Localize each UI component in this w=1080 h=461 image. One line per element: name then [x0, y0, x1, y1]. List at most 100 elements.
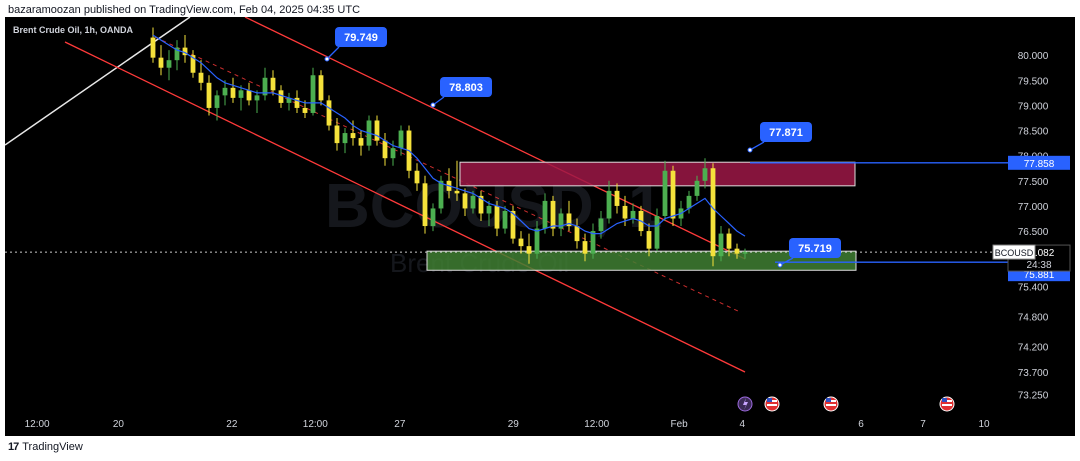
- y-tick-label: 80.000: [1018, 51, 1049, 62]
- upper-white-trendline: [5, 17, 191, 146]
- candle: [254, 90, 260, 113]
- candle: [334, 117, 340, 151]
- callout-pointer: [326, 46, 340, 60]
- symbol-tag-bg: [992, 244, 1036, 260]
- candle-body: [294, 97, 300, 108]
- candle-body: [190, 55, 196, 73]
- moving-average-line: [152, 34, 746, 237]
- candle: [182, 35, 188, 63]
- us-flag-icon[interactable]: [823, 396, 839, 412]
- candle: [382, 133, 388, 166]
- us-flag-icon[interactable]: [939, 396, 955, 412]
- candle-body: [566, 213, 572, 227]
- support-price-tag-text: 75.881: [1024, 270, 1055, 281]
- publisher-header: bazaramoozan published on TradingView.co…: [8, 4, 361, 16]
- callout-anchor: [430, 102, 436, 108]
- flag-stripe: [942, 404, 952, 406]
- candle-body: [334, 125, 340, 144]
- candle: [166, 50, 172, 81]
- candle-body: [686, 195, 692, 209]
- candle-body: [262, 77, 268, 96]
- us-flag-icon[interactable]: [764, 396, 780, 412]
- countdown-label: 24:38: [1026, 260, 1051, 271]
- support-zone: [426, 250, 857, 271]
- candle-body: [478, 195, 484, 214]
- candle-body: [254, 95, 260, 101]
- candle-body: [182, 47, 188, 56]
- candle-body: [630, 210, 636, 219]
- candle-body: [470, 195, 476, 209]
- footer-brand: TradingView: [22, 441, 83, 453]
- candle: [438, 175, 444, 214]
- candle-body: [598, 218, 604, 232]
- candle-body: [542, 200, 548, 229]
- tradingview-logo-icon: 17: [8, 441, 19, 453]
- y-tick-label: 77.500: [1018, 177, 1049, 188]
- candle-body: [526, 246, 532, 254]
- candle: [718, 226, 724, 262]
- price-callout: 79.749: [324, 27, 387, 62]
- callout-anchor: [324, 56, 330, 62]
- candle: [566, 200, 572, 232]
- candle-body: [646, 231, 652, 249]
- candle-body: [502, 210, 508, 229]
- candle-body: [582, 241, 588, 254]
- x-tick-label: 22: [226, 419, 238, 430]
- candle-body: [734, 248, 740, 254]
- candle-body: [150, 37, 156, 58]
- callout-box: [335, 27, 387, 47]
- candle-body: [302, 107, 308, 113]
- candle-body: [390, 148, 396, 159]
- x-tick-label: 6: [858, 419, 864, 430]
- candle-body: [166, 60, 172, 68]
- x-tick-label: Feb: [670, 419, 688, 430]
- candle: [742, 248, 748, 259]
- resistance-price-tag-bg: [1008, 155, 1070, 170]
- x-tick-label: 4: [739, 419, 745, 430]
- candle-body: [654, 215, 660, 249]
- candle: [462, 188, 468, 216]
- y-tick-label: 73.250: [1018, 390, 1049, 401]
- candle-body: [286, 97, 292, 103]
- candle-body: [486, 205, 492, 214]
- lightning-bolt: [743, 398, 748, 410]
- price-callout: 78.803: [430, 77, 492, 108]
- price-callout: 77.871: [747, 122, 812, 153]
- x-tick-label: 20: [113, 419, 125, 430]
- candle-body: [534, 228, 540, 254]
- lightning-icon[interactable]: [737, 396, 753, 412]
- candle-body: [662, 170, 668, 216]
- candle-body: [326, 100, 332, 126]
- y-tick-label: 73.700: [1018, 368, 1049, 379]
- candle: [286, 92, 292, 111]
- callout-label: 75.719: [798, 243, 832, 255]
- candle: [478, 190, 484, 222]
- callout-box: [789, 238, 841, 258]
- candle-body: [318, 75, 324, 101]
- candle: [198, 60, 204, 91]
- callout-box: [440, 77, 492, 97]
- x-tick-label: 27: [394, 419, 406, 430]
- candle-body: [574, 226, 580, 242]
- candle-body: [558, 213, 564, 229]
- candle-body: [518, 238, 524, 247]
- callout-box: [760, 122, 812, 142]
- candle: [654, 208, 660, 252]
- candle: [686, 190, 692, 214]
- y-tick-label: 77.000: [1018, 202, 1049, 213]
- x-tick-label: 12:00: [25, 419, 50, 430]
- y-axis: 80.00079.50079.00078.50078.00077.50077.0…: [1018, 51, 1049, 401]
- x-tick-label: 12:00: [584, 419, 609, 430]
- flag-stripe: [767, 404, 777, 406]
- candle: [294, 90, 300, 113]
- candle: [158, 45, 164, 76]
- candle: [398, 125, 404, 156]
- candle-body: [382, 140, 388, 159]
- price-callout: 75.719: [777, 238, 841, 268]
- candle: [510, 205, 516, 244]
- candle-body: [694, 180, 700, 196]
- candle-body: [742, 252, 748, 254]
- current-price-label: 76.082: [1024, 248, 1055, 259]
